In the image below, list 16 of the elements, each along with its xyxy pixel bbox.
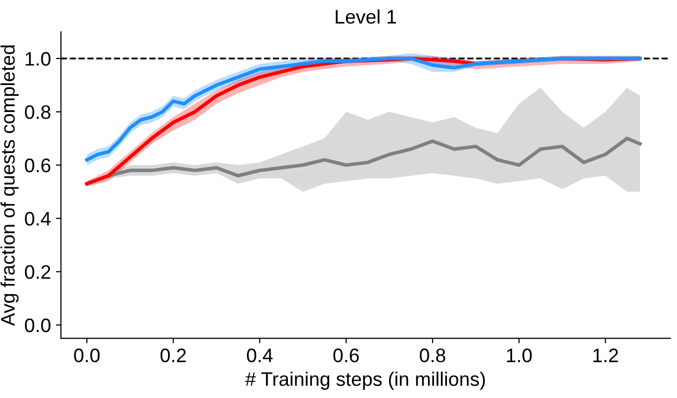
x-tick-label: 1.0 [506, 348, 532, 362]
x-tick-label: 0.4 [246, 348, 273, 362]
x-tick-label: 0.8 [420, 348, 446, 362]
x-tick-label: 1.2 [593, 348, 618, 362]
x-tick-label: 0.2 [160, 348, 186, 362]
chart-title: Level 1 [336, 9, 396, 24]
y-tick-label: 0.2 [24, 265, 50, 279]
x-axis-title: # Training steps (in millions) [245, 372, 485, 390]
y-tick-label: 0.0 [24, 318, 50, 332]
y-tick-label: 1.0 [26, 52, 50, 66]
y-tick-label: 0.4 [24, 212, 51, 226]
y-axis-title: Avg fraction of quests completed [0, 45, 19, 326]
y-tick-label: 0.6 [24, 158, 50, 172]
y-tick-label: 0.8 [24, 105, 50, 120]
x-tick-label: 0.0 [74, 348, 100, 362]
x-tick-label: 0.6 [333, 348, 359, 362]
